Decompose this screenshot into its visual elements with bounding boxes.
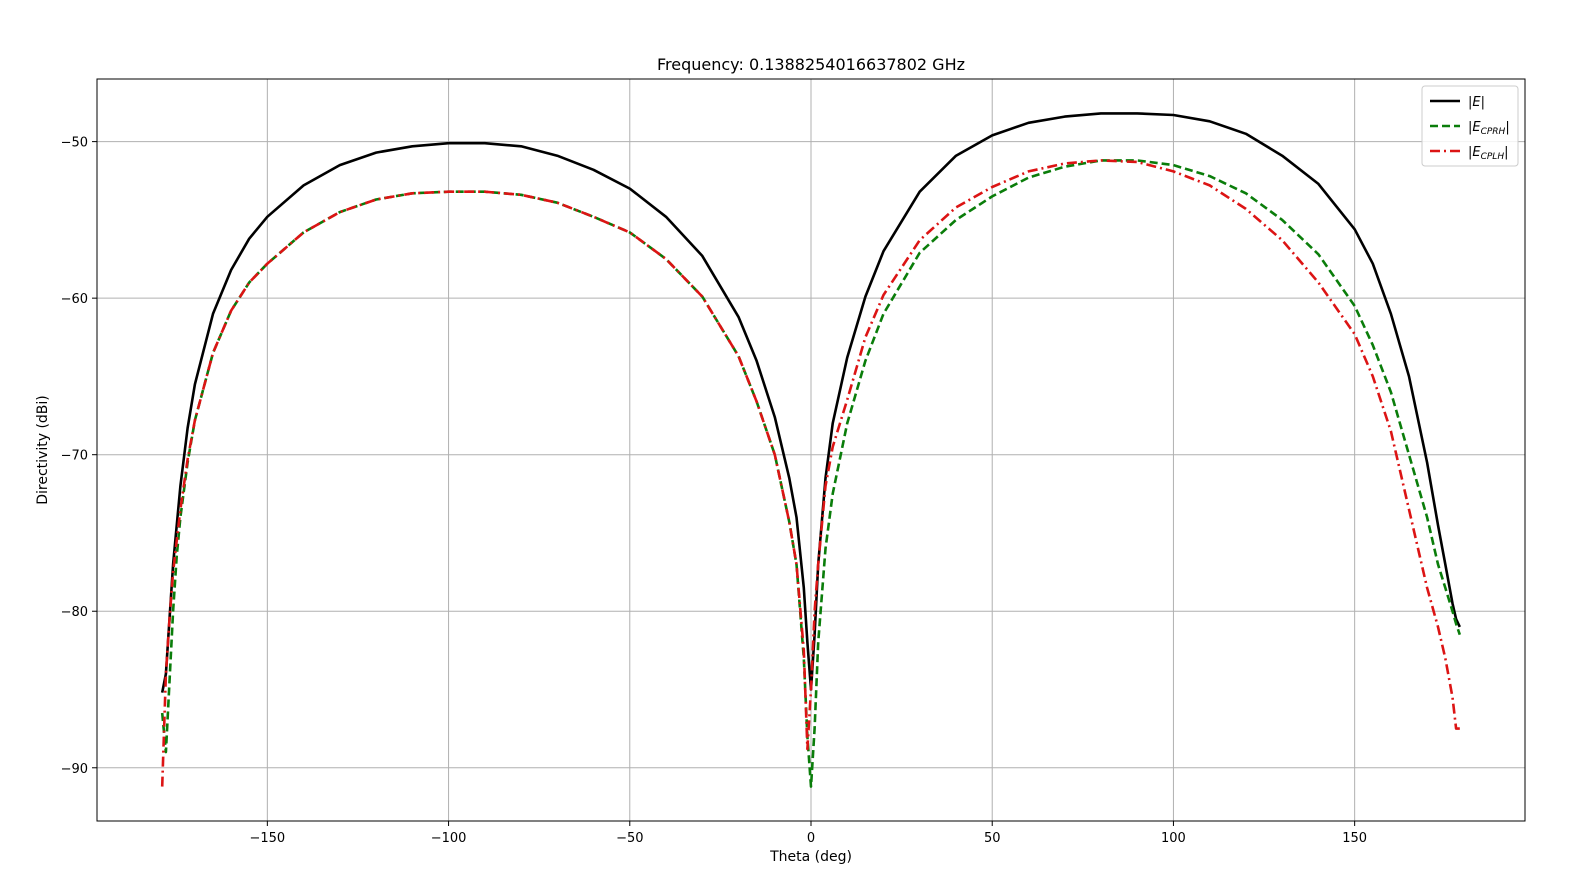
x-axis-title: Theta (deg) [769,849,852,865]
chart-title: Frequency: 0.1388254016637802 GHz [657,55,965,74]
x-tick-label: 0 [807,831,815,846]
axis-ticks: −150 −100 −50 0 50 100 150 −50 −60 −70 −80 −90 [61,136,1368,846]
series-line-3 [160,159,1460,787]
y-axis-title: Directivity (dBi) [35,395,51,505]
legend-box [1421,85,1519,167]
series-layer [160,112,1462,788]
grid-lines [97,79,1525,821]
legend-label-2: |ECPRH| [1468,120,1510,137]
y-tick-label: −80 [61,605,88,620]
series-line-1 [160,112,1461,693]
x-tick-label: 50 [984,831,1001,846]
y-tick-label: −60 [61,292,88,307]
legend-label-3: |ECPLH| [1468,145,1508,162]
x-tick-label: −50 [616,831,643,846]
x-tick-label: −100 [431,831,467,846]
y-tick-label: −70 [61,449,88,464]
y-tick-label: −90 [61,762,88,777]
legend: |E| |ECPRH| |ECPLH| [1421,85,1519,167]
x-tick-label: 100 [1161,831,1186,846]
x-tick-label: 150 [1342,831,1367,846]
y-tick-label: −50 [61,136,88,151]
x-tick-label: −150 [249,831,285,846]
legend-label-1: |E| [1468,95,1485,110]
